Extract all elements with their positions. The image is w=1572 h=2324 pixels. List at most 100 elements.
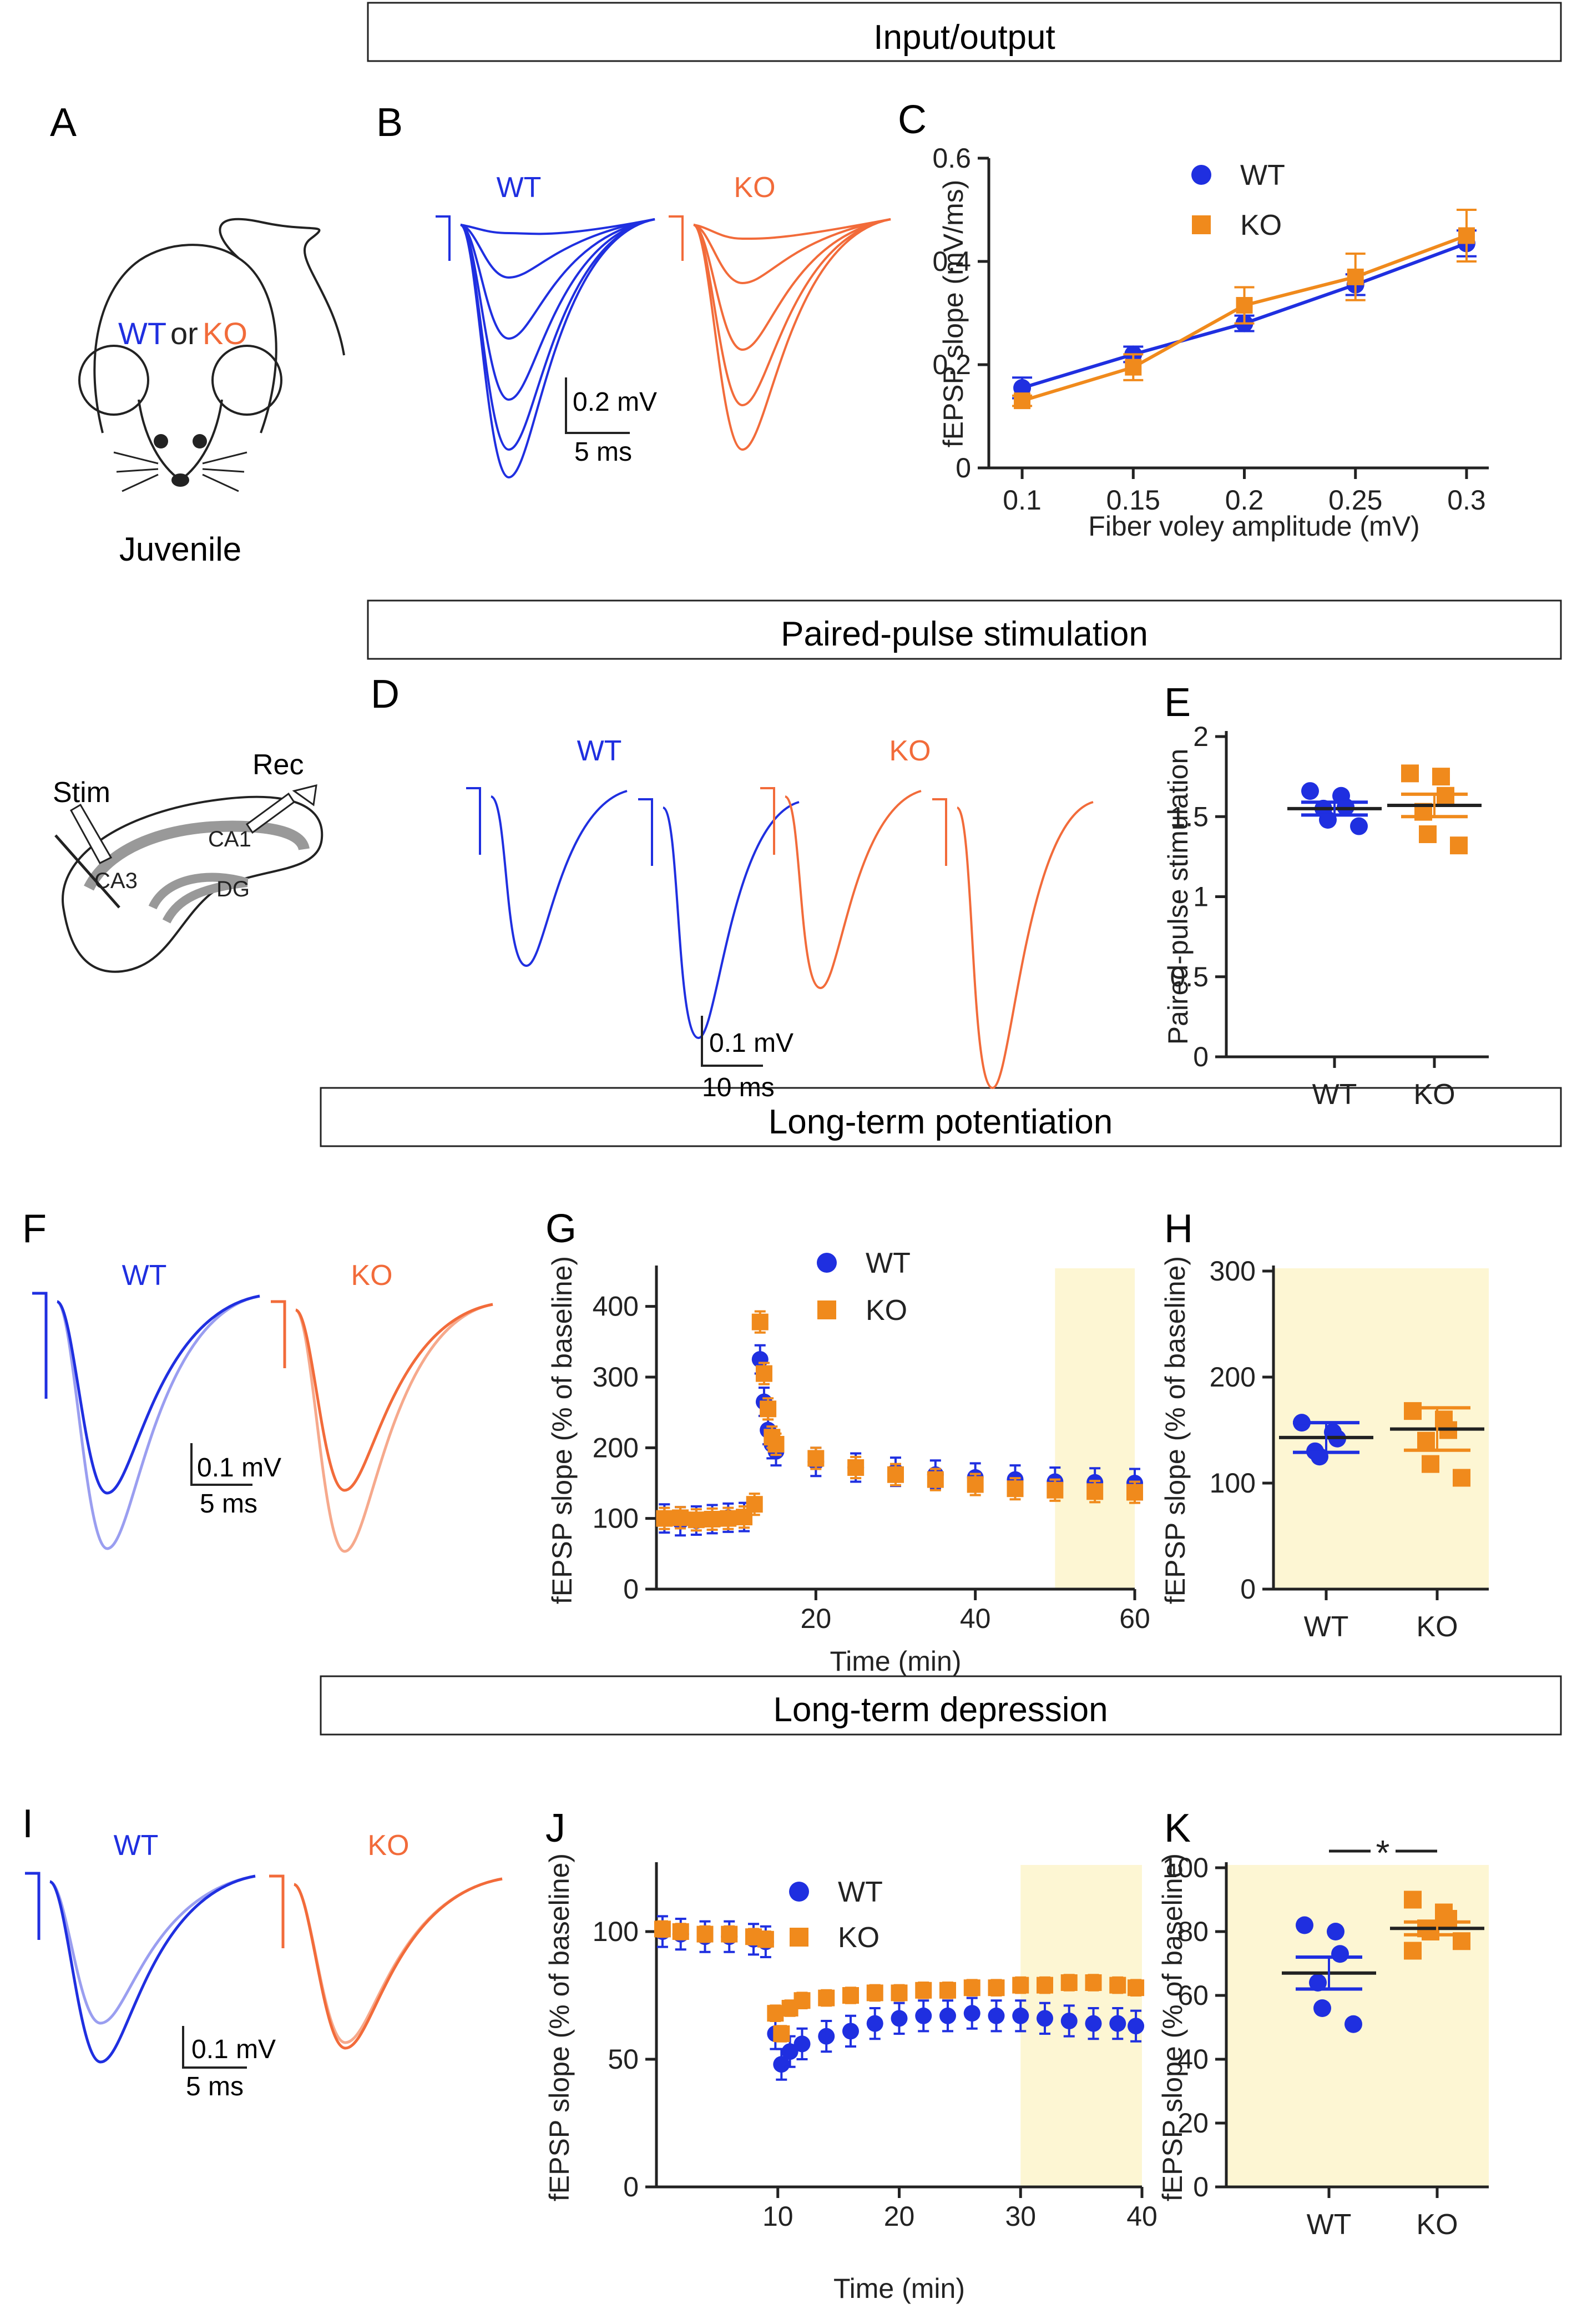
x-tick-label: KO xyxy=(1416,1611,1458,1643)
data-point-wt xyxy=(1313,1999,1331,2017)
trace-i-wt-label: WT xyxy=(114,1829,159,1862)
mouse-illustration xyxy=(78,218,345,492)
x-tick-label: 10 xyxy=(762,2201,793,2232)
y-tick-label: 300 xyxy=(1210,1256,1256,1287)
data-point-wt xyxy=(1012,2007,1029,2024)
y-tick-label: 0 xyxy=(956,452,971,483)
data-point-ko xyxy=(1453,1469,1470,1487)
data-point-wt xyxy=(1060,2013,1078,2029)
x-tick-label: 0.25 xyxy=(1328,485,1382,516)
y-tick-label: 50 xyxy=(608,2044,639,2075)
data-point-ko xyxy=(760,1400,777,1418)
data-point-ko xyxy=(967,1476,984,1493)
mouse-eye-right xyxy=(193,434,207,448)
y-tick-label: 100 xyxy=(1162,1852,1209,1883)
trace-d-ko-pulse-1 xyxy=(760,787,922,990)
panel-letters: A B C D E F G H I J K xyxy=(22,98,1193,1851)
x-tick-label: 40 xyxy=(1126,2201,1157,2232)
x-tick-label: 60 xyxy=(1119,1603,1150,1634)
data-point-ko xyxy=(1419,825,1437,843)
trace-d-ko-label: KO xyxy=(889,735,931,767)
data-point-ko xyxy=(1347,268,1364,285)
y-axis-label: fEPSP slope (% of baseline) xyxy=(547,1256,578,1604)
trace-f-wt-post xyxy=(32,1292,260,1495)
significance-marker: * xyxy=(1376,1833,1390,1873)
legend-ko-marker xyxy=(817,1300,836,1319)
panel-letter-h: H xyxy=(1164,1207,1193,1251)
y-tick-label: 80 xyxy=(1177,1916,1209,1947)
x-tick-label: 0.2 xyxy=(1225,485,1264,516)
x-tick-label: WT xyxy=(1307,2209,1352,2241)
scalebar-b-amp: 0.2 mV xyxy=(573,387,657,417)
legend-ko-marker xyxy=(1192,215,1211,234)
data-point-wt xyxy=(963,2005,980,2022)
data-point-ko xyxy=(1126,1484,1143,1501)
data-point-wt xyxy=(1296,1916,1313,1934)
x-tick-label: WT xyxy=(1312,1078,1357,1111)
scalebar-i-lines xyxy=(182,2026,247,2069)
header-input-output: Input/output xyxy=(367,2,1562,62)
data-point-wt xyxy=(866,2015,883,2032)
data-point-ko xyxy=(1432,768,1450,786)
y-axis-label: fEPSP slope (% of baseline) xyxy=(1160,1256,1191,1604)
scalebar-d-amp: 0.1 mV xyxy=(709,1029,793,1058)
panel-letter-c: C xyxy=(898,98,927,142)
highlight-region xyxy=(1055,1268,1135,1589)
data-point-wt xyxy=(842,2023,859,2040)
y-tick-label: 0 xyxy=(1193,2171,1209,2202)
header-ltd-text: Long-term depression xyxy=(773,1691,1108,1729)
data-point-ko xyxy=(866,1984,883,2002)
mouse-ear-left xyxy=(78,345,149,416)
data-point-wt xyxy=(1309,1974,1327,1992)
panel-letter-j: J xyxy=(545,1806,565,1851)
data-point-wt xyxy=(1350,817,1368,835)
mouse-label-wt: WT xyxy=(118,316,166,351)
data-point-ko xyxy=(1236,297,1253,314)
panel-letter-b: B xyxy=(376,100,403,145)
data-point-wt xyxy=(939,2007,956,2024)
x-tick-label: WT xyxy=(1304,1611,1349,1643)
panel-letter-f: F xyxy=(22,1207,47,1251)
chart-h: 0 100 200 300 fEPSP slope (% of baseline) WT K… xyxy=(1160,1256,1489,1643)
mouse-tail xyxy=(219,218,345,356)
mouse-nose xyxy=(171,473,189,487)
chart-g: 0 100 200 300 400 fEPSP slope (% of baseline)… xyxy=(547,1247,1150,1677)
legend-wt-marker xyxy=(1191,165,1211,185)
header-input-output-text: Input/output xyxy=(873,18,1055,57)
y-axis-label: fEPSP slope (% of baseline) xyxy=(544,1853,575,2201)
significance-gap xyxy=(1371,1844,1396,1859)
data-point-ko xyxy=(818,1989,835,2007)
data-point-wt xyxy=(1085,2015,1102,2032)
legend-ko-marker xyxy=(790,1928,808,1947)
data-point-ko xyxy=(773,2025,790,2042)
scalebar-d-time: 10 ms xyxy=(702,1073,775,1102)
rec-electrode-tip-icon xyxy=(292,784,317,806)
mouse-whiskers xyxy=(113,451,247,492)
mouse-body xyxy=(93,244,277,433)
stim-electrode-icon xyxy=(69,803,113,864)
slice-stim-label: Stim xyxy=(53,777,110,809)
panel-letter-e: E xyxy=(1164,680,1191,725)
data-point-ko xyxy=(915,1982,932,1999)
y-tick-label: 2 xyxy=(1193,721,1209,752)
trace-b-wt-6 xyxy=(436,215,655,479)
data-point-ko xyxy=(696,1925,714,1943)
x-tick-label: 40 xyxy=(960,1603,991,1634)
panel-letter-i: I xyxy=(22,1802,33,1846)
y-tick-label: 300 xyxy=(593,1362,639,1393)
slice-rec-label: Rec xyxy=(252,749,304,781)
scalebar-f-amp: 0.1 mV xyxy=(197,1453,281,1483)
hippocampal-slice: Stim Rec CA1 CA3 DG xyxy=(53,749,324,973)
scalebar-f-time: 5 ms xyxy=(200,1489,257,1519)
data-point-ko xyxy=(807,1450,825,1467)
data-point-ko xyxy=(842,1987,859,2004)
data-point-ko xyxy=(746,1496,763,1513)
data-point-ko xyxy=(767,1435,785,1453)
x-tick-label: 30 xyxy=(1005,2201,1036,2232)
data-point-ko xyxy=(1007,1480,1024,1498)
trace-f-ko-post xyxy=(271,1300,493,1492)
y-tick-label: 1 xyxy=(1193,881,1209,913)
x-tick-label: KO xyxy=(1416,2209,1458,2241)
header-paired-pulse: Paired-pulse stimulation xyxy=(367,599,1562,660)
data-point-ko xyxy=(793,1992,811,2009)
